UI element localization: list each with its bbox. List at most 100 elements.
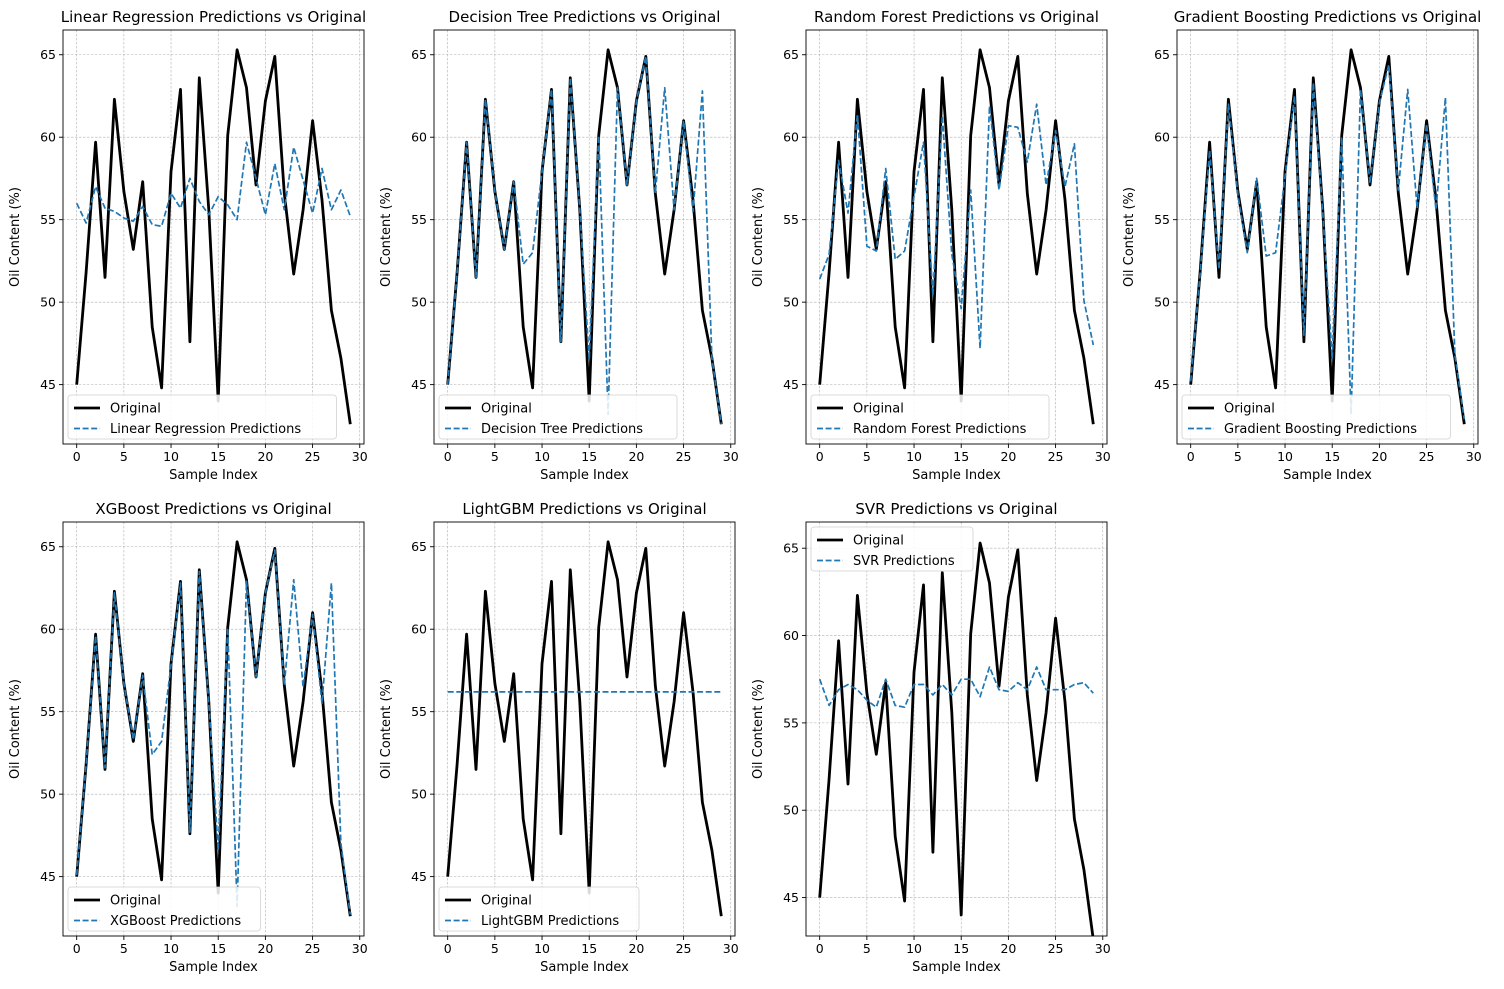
legend-box (1181, 394, 1451, 440)
x-tick-label: 15 (953, 449, 969, 464)
y-axis-label: Oil Content (%) (379, 187, 394, 287)
x-tick-label: 20 (1000, 449, 1016, 464)
legend-box (438, 886, 640, 932)
x-tick-label: 20 (257, 941, 273, 956)
x-tick-label: 25 (676, 941, 692, 956)
y-tick-label: 55 (411, 704, 427, 719)
x-tick-label: 5 (863, 449, 871, 464)
x-tick-label: 5 (863, 941, 871, 956)
axes-frame (62, 521, 365, 937)
x-tick-label: 10 (163, 449, 179, 464)
legend-label: Decision Tree Predictions (481, 422, 643, 437)
x-tick-label: 30 (723, 449, 739, 464)
legend-box (67, 886, 261, 932)
y-tick-label: 60 (411, 622, 427, 637)
series-line-original (75, 540, 352, 917)
y-axis-label: Oil Content (%) (8, 187, 23, 287)
series-line-prediction (446, 55, 723, 425)
axes-frame (62, 29, 365, 445)
legend-label: Original (110, 402, 161, 417)
x-tick-label: 0 (444, 941, 452, 956)
legend-box (810, 394, 1050, 440)
x-tick-label: 0 (816, 941, 824, 956)
legend-label: Original (110, 894, 161, 909)
series-line-prediction (75, 141, 352, 228)
series-line-original (446, 48, 723, 425)
legend-box (810, 526, 974, 572)
axes-frame (433, 521, 736, 937)
x-tick-label: 5 (120, 449, 128, 464)
y-tick-label: 45 (783, 890, 799, 905)
legend-label: Gradient Boosting Predictions (1224, 422, 1417, 437)
axes-frame (1176, 29, 1479, 445)
x-tick-label: 0 (73, 941, 81, 956)
chart-panel: 0 5 10 15 20 25 30 45 50 55 60 65 Decision Tree Pred… (379, 8, 739, 483)
series-line-original (818, 48, 1095, 425)
x-axis-label: Sample Index (540, 960, 629, 975)
x-tick-label: 25 (1048, 941, 1064, 956)
y-tick-label: 45 (40, 377, 56, 392)
legend-label: LightGBM Predictions (481, 914, 619, 929)
y-tick-label: 45 (783, 377, 799, 392)
x-tick-label: 25 (305, 449, 321, 464)
x-tick-label: 25 (676, 449, 692, 464)
y-tick-label: 60 (783, 130, 799, 145)
x-tick-label: 0 (816, 449, 824, 464)
x-tick-label: 0 (1187, 449, 1195, 464)
y-tick-label: 65 (40, 47, 56, 62)
y-tick-label: 65 (783, 47, 799, 62)
y-tick-label: 55 (1154, 212, 1170, 227)
y-axis-label: Oil Content (%) (751, 187, 766, 287)
y-tick-label: 50 (1154, 295, 1170, 310)
x-axis-label: Sample Index (540, 468, 629, 483)
x-tick-label: 15 (1324, 449, 1340, 464)
x-axis-label: Sample Index (1283, 468, 1372, 483)
axes-frame (433, 29, 736, 445)
y-tick-label: 60 (40, 130, 56, 145)
chart-title: XGBoost Predictions vs Original (95, 500, 331, 518)
axes-frame (805, 521, 1108, 937)
y-tick-label: 55 (40, 704, 56, 719)
chart-title: Linear Regression Predictions vs Origina… (61, 8, 366, 26)
x-tick-label: 30 (352, 941, 368, 956)
x-tick-label: 10 (534, 941, 550, 956)
chart-panel: 0 5 10 15 20 25 30 45 50 55 60 65 Gradient Boosting … (1122, 8, 1482, 483)
legend-label: Original (853, 402, 904, 417)
y-tick-label: 65 (40, 539, 56, 554)
chart-panel: 0 5 10 15 20 25 30 45 50 55 60 65 LightGBM Predictio… (379, 500, 739, 975)
y-tick-label: 60 (783, 628, 799, 643)
chart-title: Random Forest Predictions vs Original (814, 8, 1099, 26)
y-tick-label: 55 (411, 212, 427, 227)
x-tick-label: 25 (305, 941, 321, 956)
legend-box (67, 394, 337, 440)
y-tick-label: 50 (783, 295, 799, 310)
chart-title: SVR Predictions vs Original (855, 500, 1057, 518)
legend-label: Original (853, 534, 904, 549)
y-axis-label: Oil Content (%) (8, 679, 23, 779)
x-tick-label: 25 (1048, 449, 1064, 464)
series-line-original (446, 540, 723, 917)
y-tick-label: 45 (1154, 377, 1170, 392)
chart-panel: 0 5 10 15 20 25 30 45 50 55 60 65 XGBoost Prediction… (8, 500, 368, 975)
x-tick-label: 10 (906, 941, 922, 956)
chart-panel: 0 5 10 15 20 25 30 45 50 55 60 65 Linear Regression … (8, 8, 368, 483)
x-axis-label: Sample Index (912, 468, 1001, 483)
y-tick-label: 65 (783, 541, 799, 556)
series-line-original (75, 48, 352, 425)
legend-label: Original (481, 402, 532, 417)
x-axis-label: Sample Index (912, 960, 1001, 975)
y-tick-label: 60 (40, 622, 56, 637)
y-tick-label: 50 (40, 787, 56, 802)
x-tick-label: 20 (628, 941, 644, 956)
x-tick-label: 20 (628, 449, 644, 464)
legend-label: Original (481, 894, 532, 909)
y-tick-label: 50 (783, 803, 799, 818)
y-tick-label: 45 (411, 869, 427, 884)
series-line-prediction (818, 103, 1095, 350)
chart-title: Decision Tree Predictions vs Original (449, 8, 721, 26)
x-tick-label: 20 (1371, 449, 1387, 464)
y-tick-label: 45 (40, 869, 56, 884)
y-axis-label: Oil Content (%) (1122, 187, 1137, 287)
y-tick-label: 65 (1154, 47, 1170, 62)
